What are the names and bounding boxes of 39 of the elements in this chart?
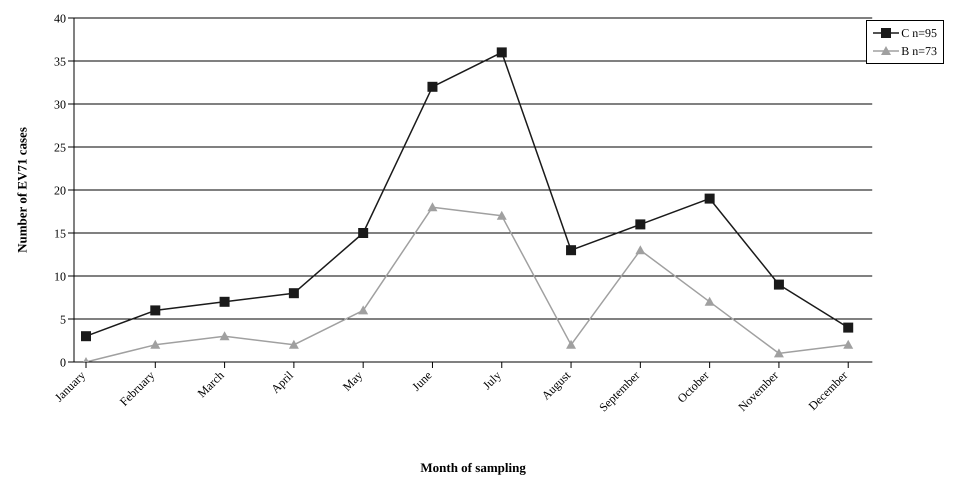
x-tick-label: May: [340, 368, 366, 394]
point: [427, 202, 438, 212]
point: [566, 245, 576, 256]
point: [150, 340, 160, 349]
legend-label: B n=73: [901, 44, 937, 58]
x-tick-label: June: [409, 368, 435, 394]
y-tick-label: 30: [54, 97, 66, 112]
y-tick-label: 10: [54, 269, 66, 284]
point: [566, 340, 576, 349]
y-tick-label: 0: [60, 355, 66, 370]
y-tick-label: 15: [54, 226, 66, 240]
x-tick-label: July: [480, 368, 504, 392]
point: [358, 228, 368, 238]
point: [288, 288, 299, 298]
point: [774, 280, 784, 290]
point: [704, 194, 715, 204]
point: [496, 210, 507, 220]
point: [220, 296, 230, 307]
y-tick-label: 25: [54, 140, 66, 154]
y-tick-label: 5: [60, 312, 66, 326]
point: [427, 82, 438, 92]
point: [358, 305, 368, 314]
point: [635, 219, 646, 230]
legend-label: C n=95: [901, 26, 937, 40]
point: [635, 245, 646, 254]
y-tick-label: 35: [54, 54, 66, 68]
point: [496, 47, 507, 58]
point: [150, 305, 160, 316]
point: [81, 331, 91, 342]
point: [774, 348, 784, 358]
point: [843, 322, 854, 333]
point: [704, 296, 715, 306]
point: [288, 340, 299, 349]
y-axis-title: Number of EV71 cases: [14, 127, 30, 253]
point: [843, 340, 854, 349]
y-tick-label: 40: [54, 11, 66, 26]
y-tick-label: 20: [54, 183, 66, 198]
x-axis-title: Month of sampling: [420, 460, 526, 475]
point: [220, 331, 230, 340]
